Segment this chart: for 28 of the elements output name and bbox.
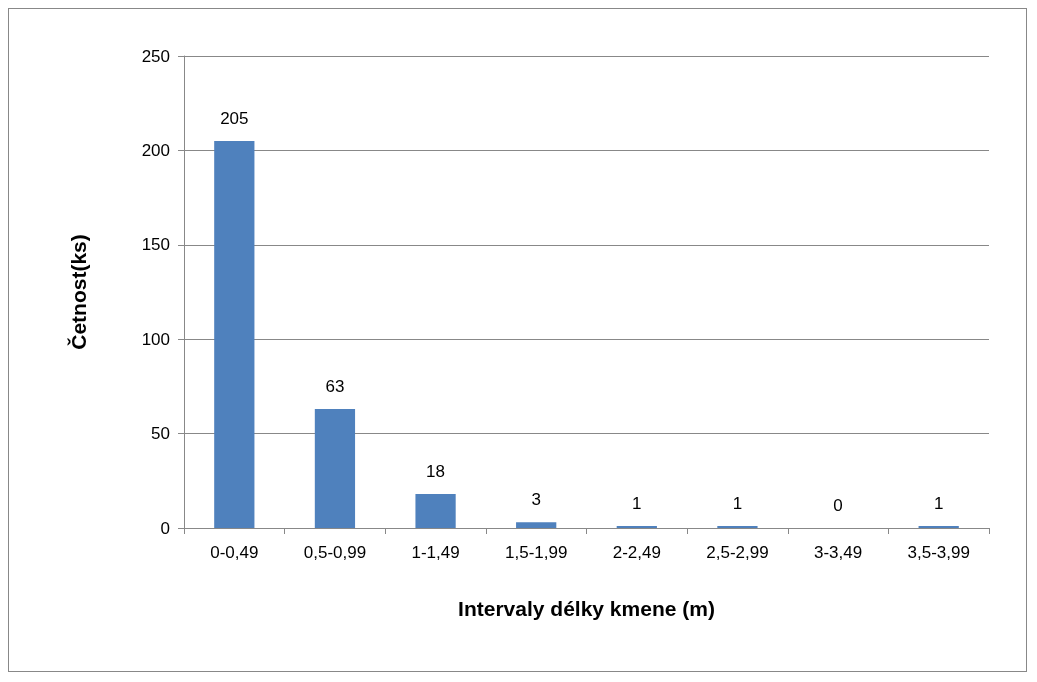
bar xyxy=(214,140,255,528)
bar xyxy=(516,522,557,528)
y-tick-label: 150 xyxy=(141,235,170,255)
y-tick-label: 250 xyxy=(141,46,170,66)
x-tick-label: 1-1,49 xyxy=(411,543,460,562)
data-label: 18 xyxy=(426,462,446,482)
y-tick-label: 100 xyxy=(141,329,170,349)
y-tick-label: 0 xyxy=(160,518,170,538)
x-tick-label: 1,5-1,99 xyxy=(504,543,568,562)
bar xyxy=(314,409,356,528)
data-label: 0 xyxy=(833,496,843,515)
x-tick-label: 3-3,49 xyxy=(813,543,863,562)
x-tick-label: 0,5-0,99 xyxy=(303,543,367,562)
y-axis-title: Četnost(ks) xyxy=(67,234,90,350)
y-tick-label: 50 xyxy=(151,424,170,444)
x-tick-label: 3,5-3,99 xyxy=(907,543,970,562)
y-tick-label: 200 xyxy=(141,140,170,160)
data-label: 3 xyxy=(531,490,541,510)
x-tick-label: 2-2,49 xyxy=(612,543,661,562)
data-label: 63 xyxy=(325,377,345,397)
data-label: 1 xyxy=(933,494,944,514)
data-label: 205 xyxy=(220,108,249,128)
x-axis-title: Intervaly délky kmene (m) xyxy=(458,597,715,620)
bar xyxy=(415,494,456,528)
data-label: 1 xyxy=(632,494,642,514)
x-tick-label: 0-0,49 xyxy=(210,543,259,562)
x-tick-label: 2,5-2,99 xyxy=(706,543,769,562)
data-label: 1 xyxy=(732,494,743,514)
